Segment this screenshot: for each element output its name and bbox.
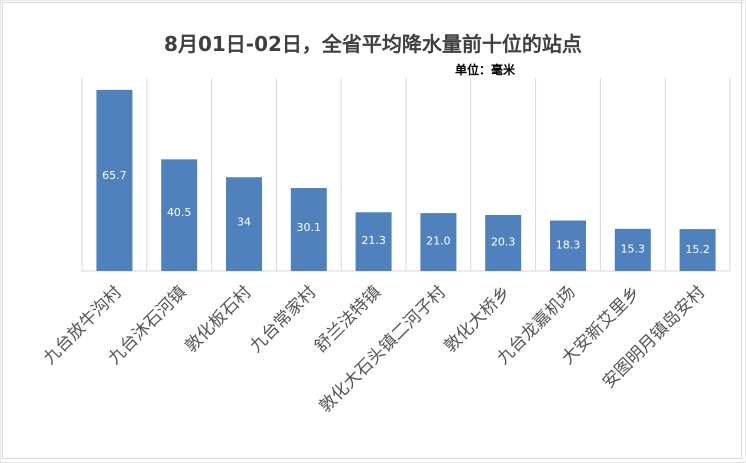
chart-unit: 单位：毫米 — [455, 63, 516, 77]
data-label: 21.0 — [426, 234, 451, 247]
sheet-gridline — [0, 0, 746, 1]
sheet-gridline — [0, 0, 1, 463]
data-label: 40.5 — [167, 206, 192, 219]
data-label: 34 — [237, 215, 251, 228]
bar — [355, 212, 392, 271]
category-label: 九台常家村 — [246, 282, 320, 356]
bar — [96, 89, 133, 271]
data-label: 30.1 — [297, 221, 322, 234]
bar — [485, 215, 522, 271]
category-label: 敦化大石头镇二河子村 — [316, 282, 450, 416]
data-label: 18.3 — [556, 238, 581, 251]
chart-title: 8月01日-02日，全省平均降水量前十位的站点 — [164, 32, 582, 56]
bar — [550, 220, 586, 271]
bar — [679, 229, 716, 271]
bar — [420, 213, 457, 271]
data-label: 15.3 — [621, 243, 646, 256]
data-label: 20.3 — [491, 235, 516, 248]
category-label: 敦化板石村 — [181, 282, 255, 356]
bar — [161, 159, 198, 271]
bar — [614, 228, 651, 271]
data-label: 15.2 — [685, 243, 710, 256]
data-label: 65.7 — [102, 169, 127, 182]
data-label: 21.3 — [361, 234, 386, 247]
bar — [226, 177, 262, 271]
bar — [290, 188, 327, 271]
